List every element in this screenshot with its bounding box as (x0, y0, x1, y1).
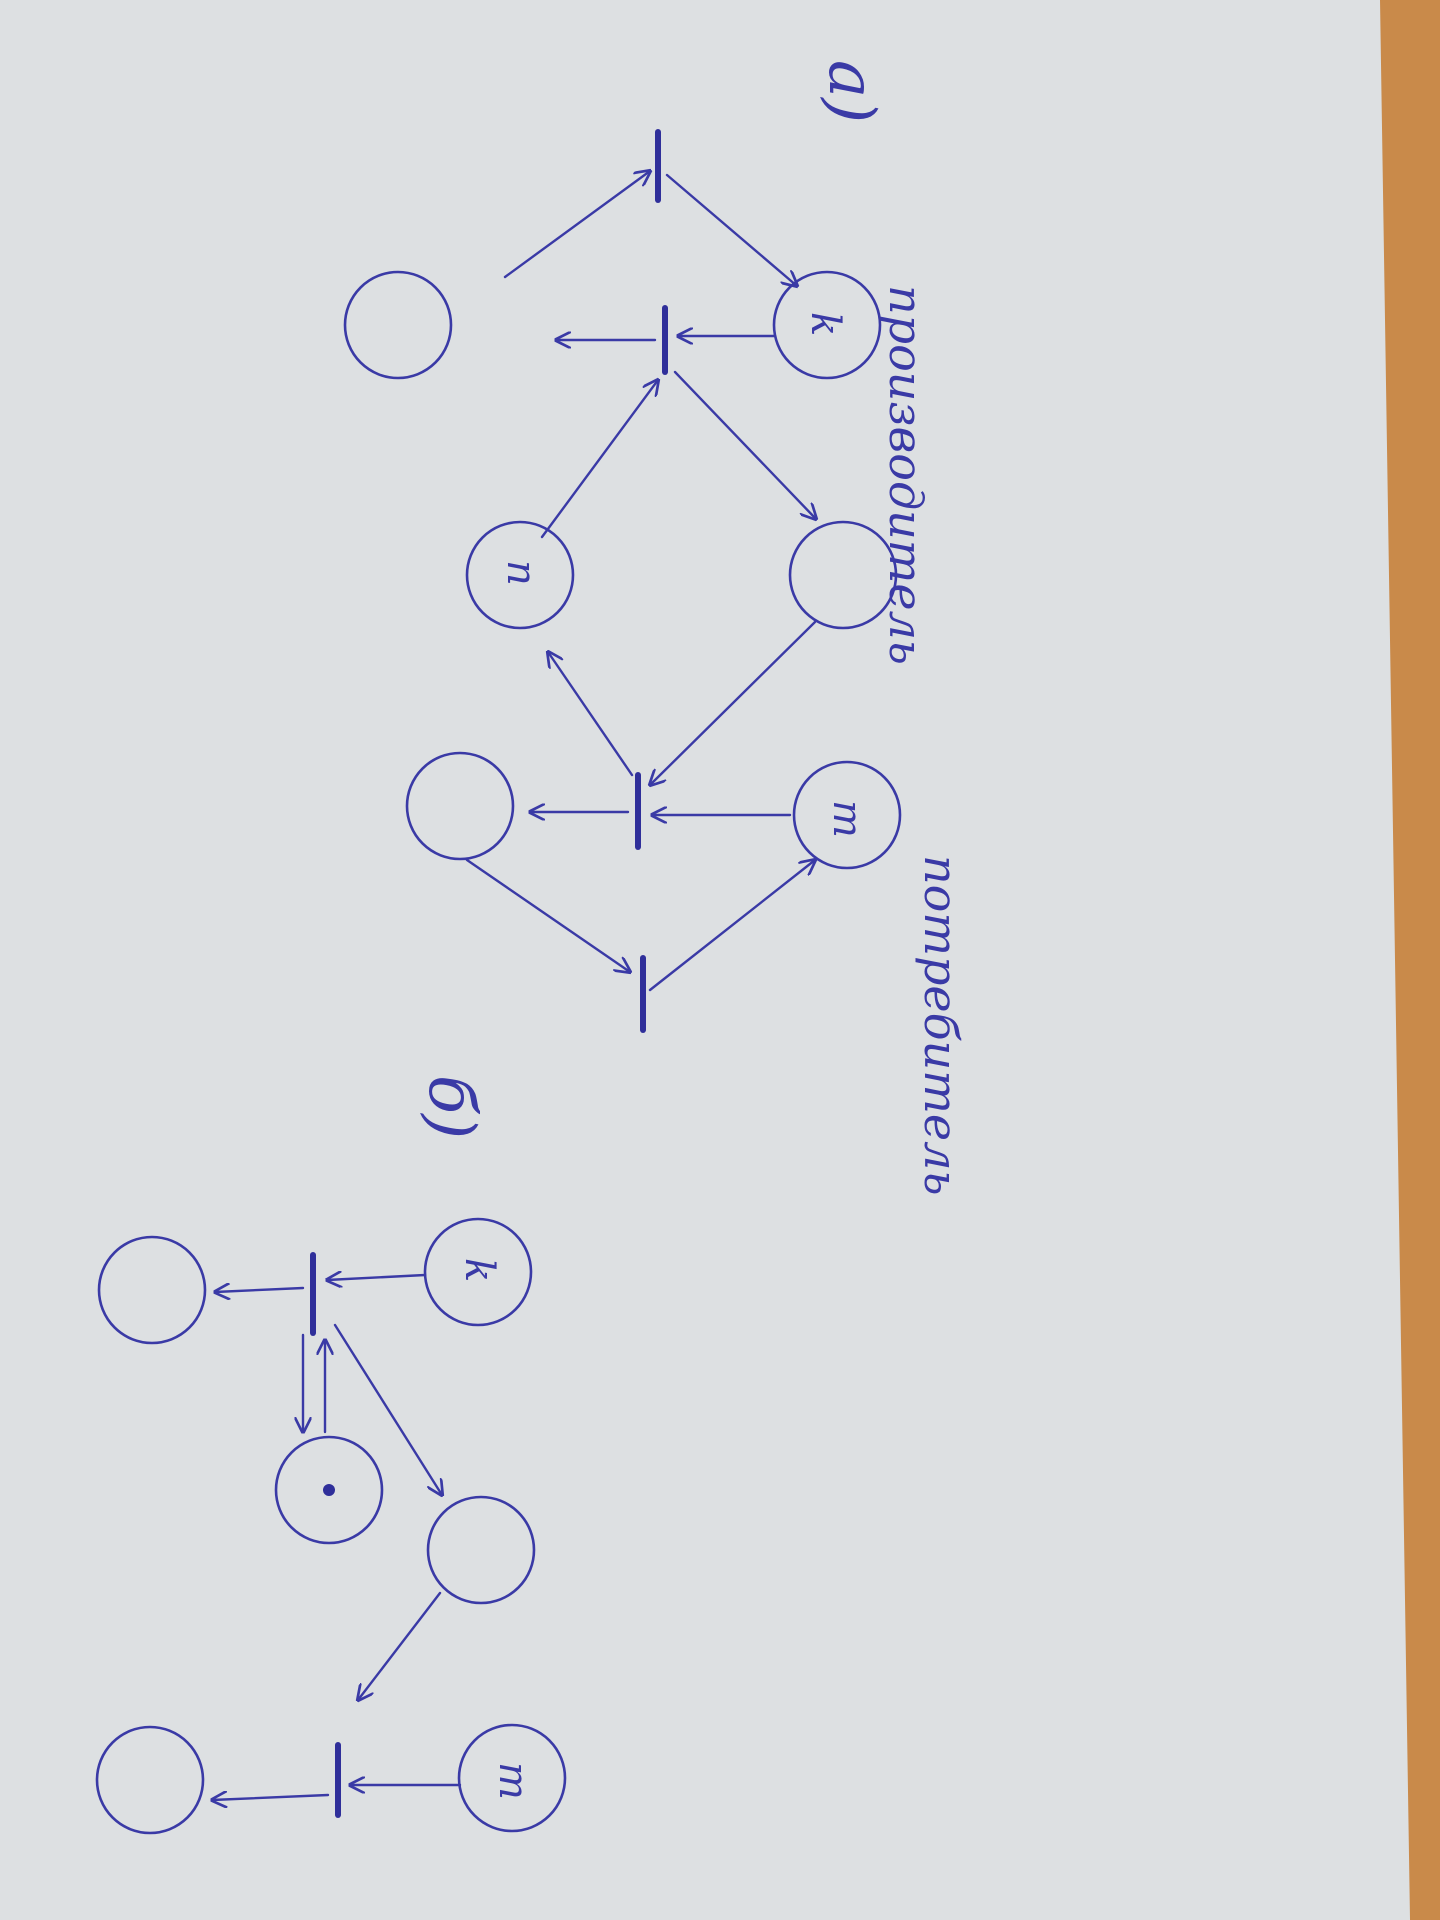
place-b-middle (426, 1495, 536, 1605)
annotation-consumer: потребитель (914, 855, 968, 1196)
place-b-marked (274, 1435, 384, 1545)
paper-sheet (0, 0, 1410, 1920)
annotation-producer: производитель (879, 285, 933, 665)
arc (465, 858, 630, 972)
arc (540, 380, 658, 539)
place-n (465, 520, 575, 630)
arc (503, 171, 650, 279)
place-k (772, 270, 882, 380)
place-m-label: m (824, 800, 870, 838)
place-b-bottom-left (95, 1725, 205, 1835)
arc (665, 173, 797, 286)
diagram-a: а) k n m производитель потребитель (343, 60, 968, 1196)
place-m (792, 760, 902, 870)
token (323, 1484, 335, 1496)
arc (333, 1323, 442, 1495)
arc (212, 1795, 330, 1800)
arc (358, 1591, 442, 1700)
place-n-label: n (498, 560, 544, 586)
desk-edge (1410, 0, 1440, 1920)
diagram-a-part-label: а) (814, 60, 888, 123)
place-middle-right (788, 520, 898, 630)
place-b-m-label: m (490, 1762, 536, 1800)
place-b-k (423, 1217, 533, 1327)
place-b-top-left (97, 1235, 207, 1345)
place-b-m (457, 1723, 567, 1833)
place-top-left (343, 270, 453, 380)
place-b-k-label: k (456, 1258, 502, 1282)
arc (215, 1288, 305, 1292)
arc (650, 620, 817, 785)
arc (673, 370, 816, 519)
diagram-b-part-label: б) (414, 1075, 488, 1139)
arc (648, 860, 815, 992)
place-bottom-left (405, 751, 515, 861)
place-k-label: k (802, 312, 848, 336)
arc (548, 652, 634, 777)
diagram-b: б) k m (95, 1075, 567, 1835)
arc (327, 1275, 427, 1280)
